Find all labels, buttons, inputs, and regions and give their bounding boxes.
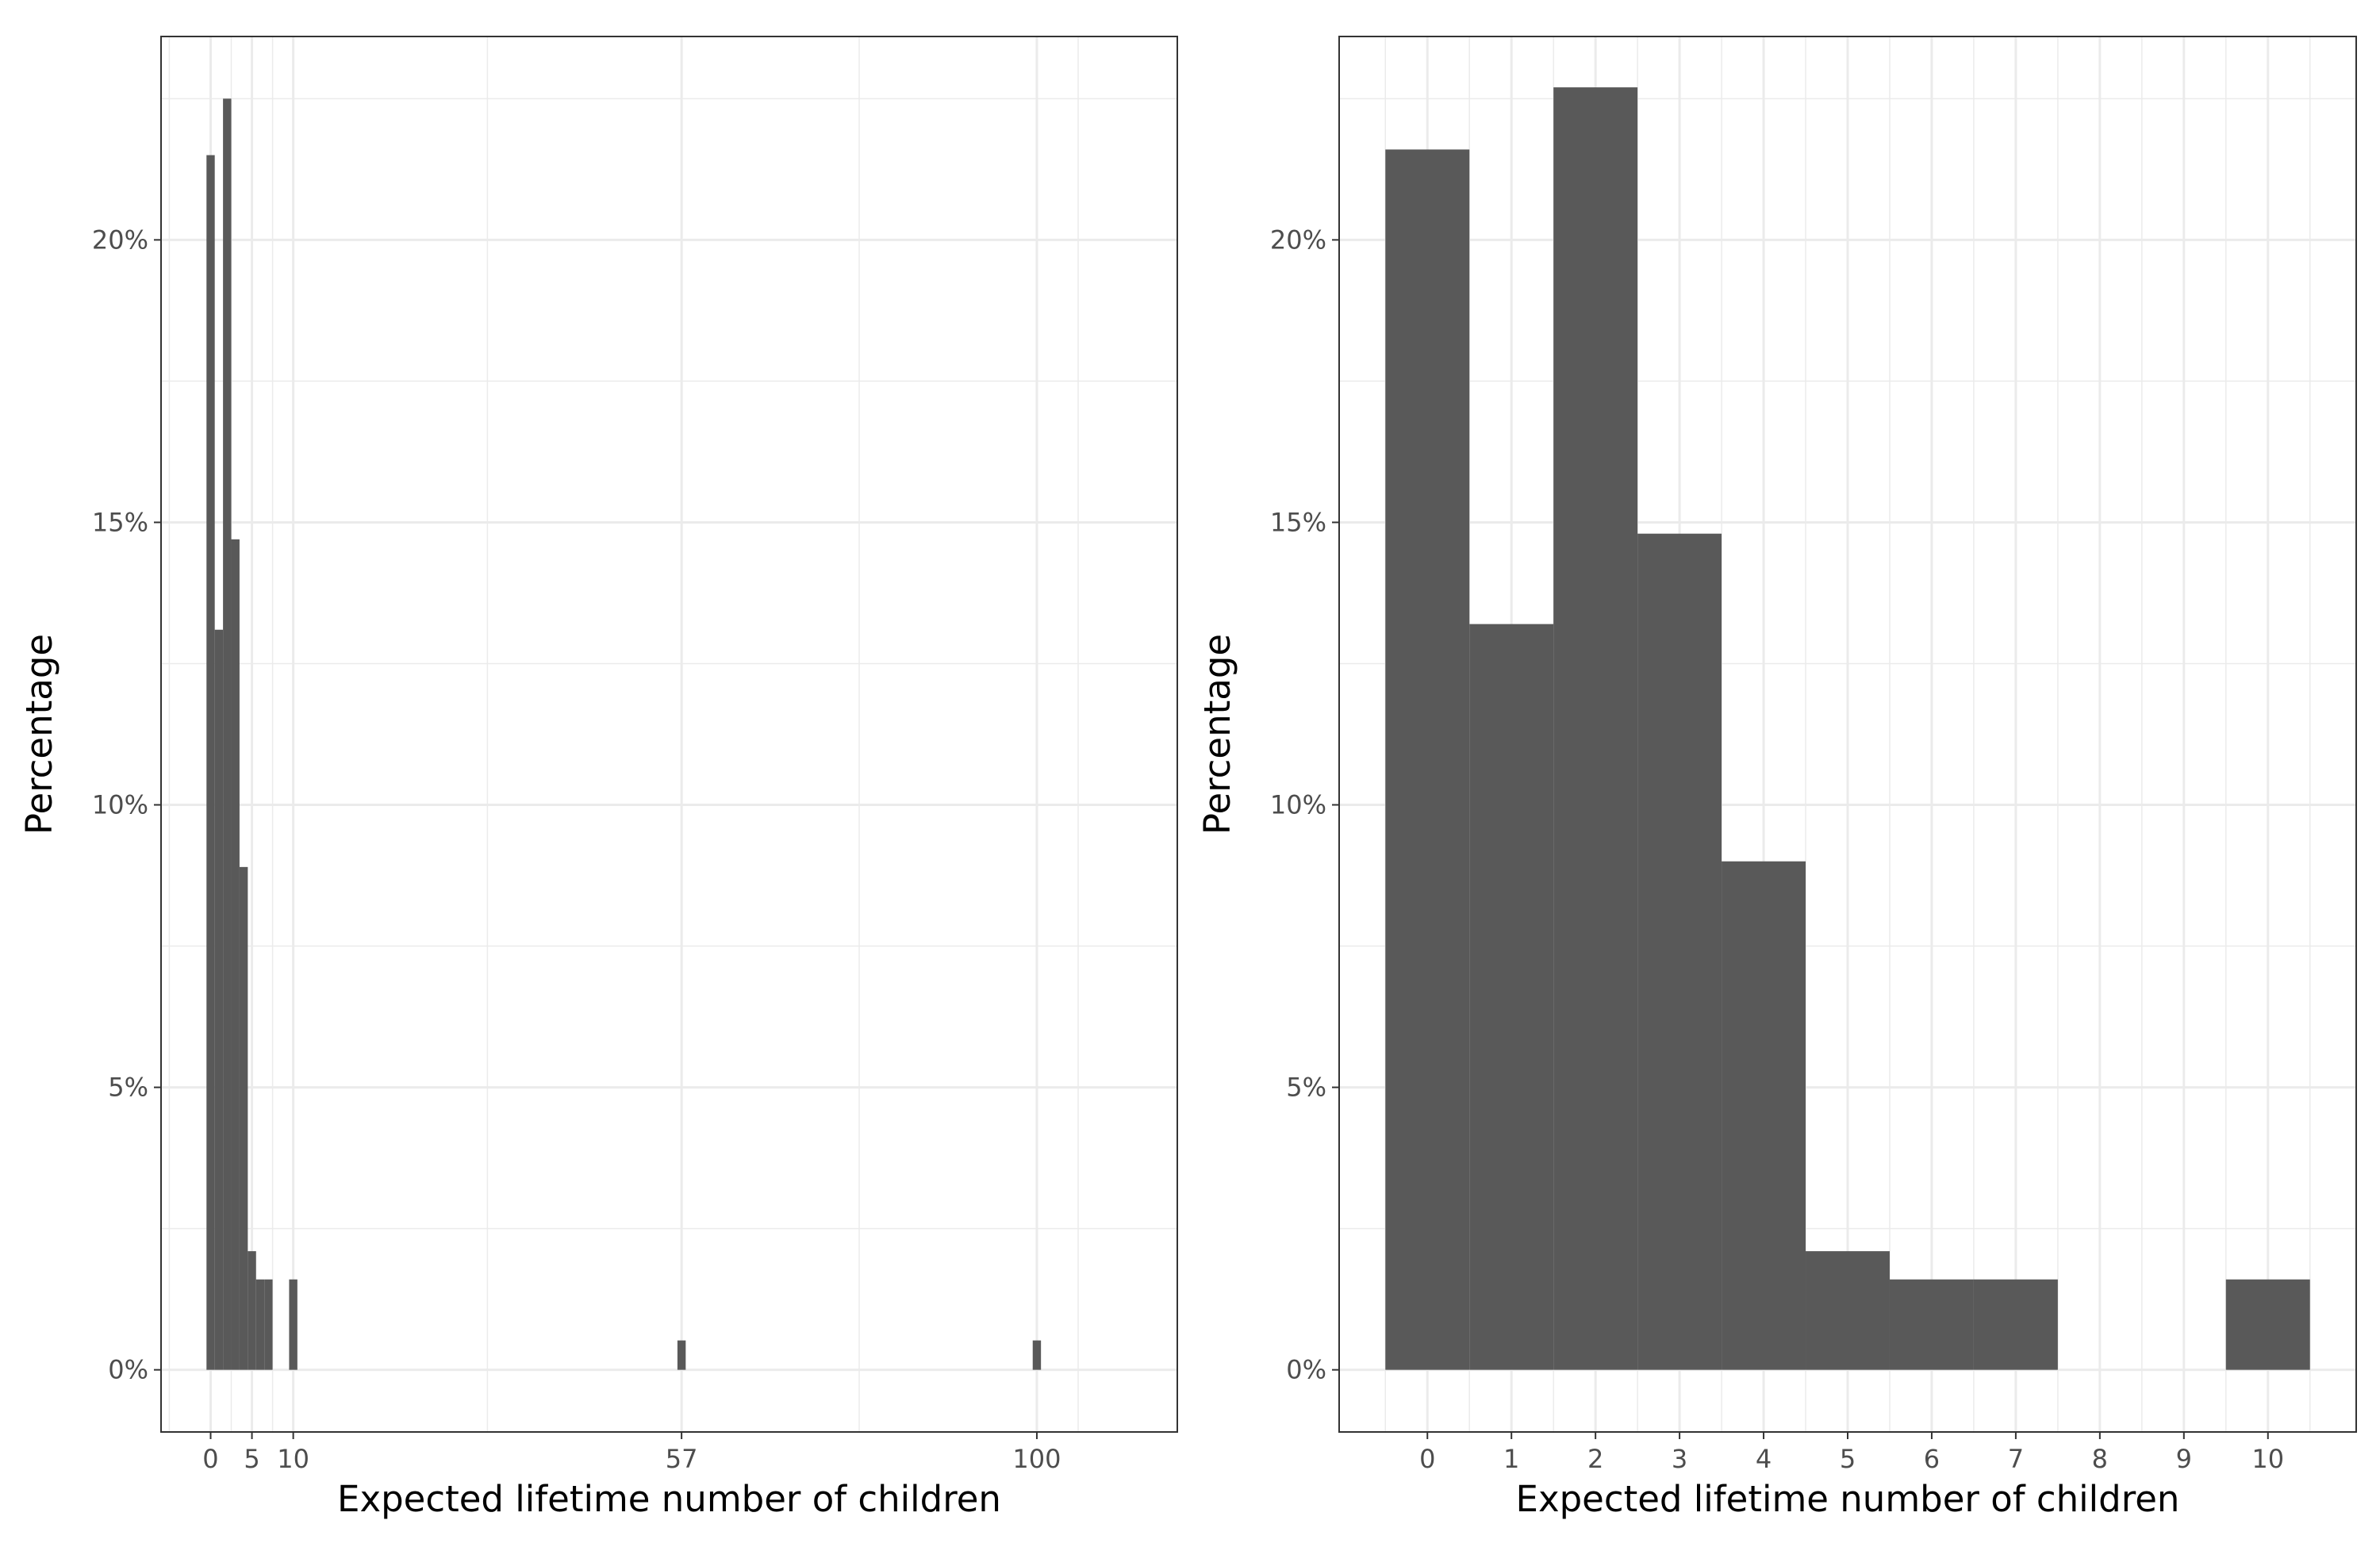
x-tick-label: 10 <box>277 1444 309 1474</box>
x-tick-label: 7 <box>2008 1444 2024 1474</box>
histogram-bar <box>239 866 248 1370</box>
x-axis-title: Expected lifetime number of children <box>337 1478 1001 1520</box>
x-tick-label: 0 <box>202 1444 218 1474</box>
histogram-bar <box>289 1279 298 1370</box>
histogram-bar <box>1889 1279 1974 1370</box>
x-tick-label: 5 <box>244 1444 259 1474</box>
chart-panel-1: 0% 5% 10% 15% 20% 0 5 10 57 100 Expected lifetime … <box>18 36 1178 1520</box>
histogram-bar <box>2225 1279 2310 1370</box>
histogram-bar <box>1722 861 1806 1370</box>
histogram-bar <box>223 98 232 1370</box>
x-tick-label: 57 <box>666 1444 698 1474</box>
y-axis-title: Percentage <box>18 634 60 835</box>
x-tick-label: 2 <box>1587 1444 1603 1474</box>
histogram-bar <box>206 155 215 1370</box>
chart-panel-2: 0% 5% 10% 15% 20% 0 1 2 3 4 5 6 7 8 9 10 Expected lifeti… <box>1196 36 2357 1520</box>
histogram-bar <box>677 1340 686 1370</box>
histogram-bar <box>248 1251 256 1370</box>
x-tick-label: 3 <box>1672 1444 1687 1474</box>
y-tick-label: 5% <box>108 1073 148 1103</box>
histogram-bar <box>1637 533 1722 1370</box>
x-tick-label: 5 <box>1840 1444 1856 1474</box>
x-tick-label: 10 <box>2251 1444 2284 1474</box>
histogram-bar <box>1553 87 1638 1370</box>
histogram-bar <box>1973 1279 2058 1370</box>
y-tick-label: 20% <box>92 225 148 255</box>
panel-background <box>161 36 1177 1432</box>
panel-border <box>160 36 1178 1433</box>
y-axis-title: Percentage <box>1196 634 1238 835</box>
histogram-bar <box>1385 149 1470 1370</box>
x-tick-label: 100 <box>1012 1444 1061 1474</box>
histogram-bar <box>255 1279 265 1370</box>
y-tick-label: 10% <box>92 790 148 820</box>
y-tick-label: 10% <box>1270 790 1326 820</box>
x-tick-label: 8 <box>2092 1444 2108 1474</box>
x-tick-label: 9 <box>2176 1444 2192 1474</box>
histogram-bar <box>264 1279 273 1370</box>
histogram-bar <box>1469 624 1554 1370</box>
x-tick-label: 1 <box>1503 1444 1519 1474</box>
y-tick-label: 0% <box>108 1355 148 1385</box>
y-tick-label: 15% <box>1270 507 1326 537</box>
y-tick-label: 0% <box>1286 1355 1326 1385</box>
y-tick-label: 5% <box>1286 1073 1326 1103</box>
x-tick-label: 0 <box>1419 1444 1435 1474</box>
x-axis-title: Expected lifetime number of children <box>1516 1478 2180 1520</box>
histogram-bar <box>1806 1251 1890 1370</box>
x-tick-label: 6 <box>1924 1444 1940 1474</box>
x-tick-label: 4 <box>1756 1444 1772 1474</box>
y-tick-label: 15% <box>92 507 148 537</box>
y-tick-label: 20% <box>1270 225 1326 255</box>
histogram-bar <box>1032 1340 1042 1370</box>
histogram-bar <box>214 629 224 1370</box>
histogram-bar <box>231 539 240 1370</box>
